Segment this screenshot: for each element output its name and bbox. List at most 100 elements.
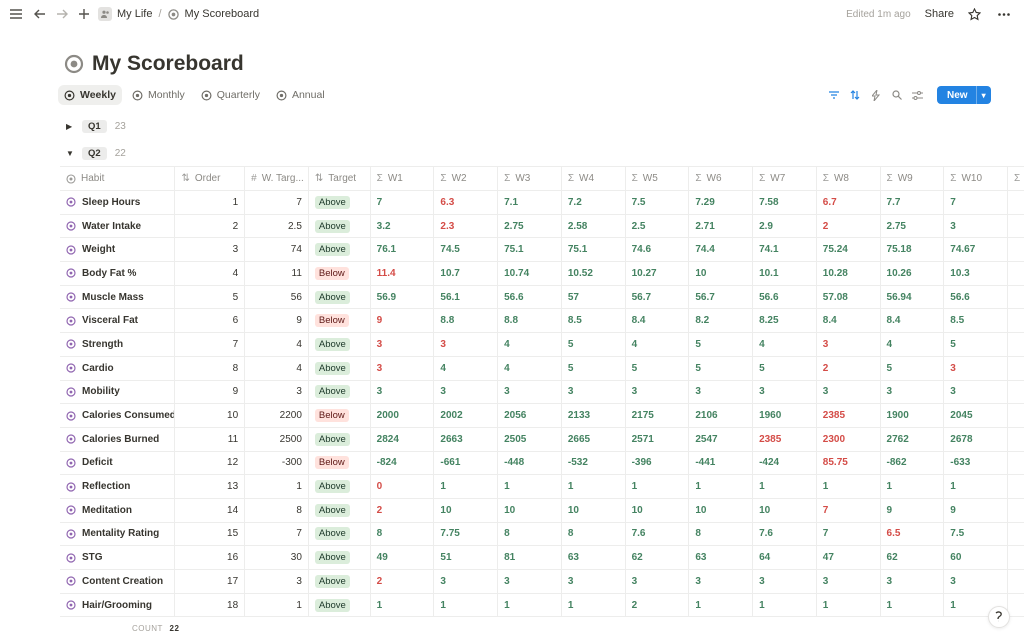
cell-week-value[interactable]: 1 [498, 593, 562, 617]
cell-w-target[interactable]: 1 [245, 593, 309, 617]
cell-week-value[interactable]: 10.7 [434, 262, 499, 285]
cell-week-value[interactable]: 9 [944, 498, 1008, 522]
tab-monthly[interactable]: Monthly [126, 85, 191, 105]
cell-week-value[interactable]: 9 [881, 498, 945, 522]
cell-week-value[interactable]: 2.9 [753, 214, 817, 238]
cell-week-value[interactable]: 3 [944, 380, 1008, 404]
cell-week-value[interactable]: 2824 [371, 427, 435, 451]
cell-w-target[interactable]: 2500 [245, 427, 309, 451]
cell-week-value[interactable]: 5 [881, 356, 945, 380]
cell-week-value[interactable]: 76.1 [371, 238, 435, 262]
cell-week-value[interactable]: 60 [944, 546, 1008, 569]
cell-week-value[interactable]: 3 [434, 380, 499, 404]
sort-icon[interactable] [847, 86, 862, 104]
filter-icon[interactable] [826, 86, 841, 104]
cell-week-value[interactable]: 56.6 [498, 285, 562, 309]
cell-week-value[interactable]: 2505 [498, 427, 562, 451]
cell-habit[interactable]: Calories Burned [60, 427, 176, 451]
cell-week-value[interactable]: 1 [817, 593, 881, 617]
cell-week-value[interactable]: 3 [881, 570, 945, 593]
cell-week-value[interactable]: 3 [817, 333, 881, 356]
cell-week-value[interactable]: 2571 [626, 427, 690, 451]
cell-w-target[interactable]: 3 [245, 380, 309, 404]
cell-week-value[interactable]: 2.71 [689, 214, 754, 238]
cell-week-value[interactable]: 1 [434, 593, 499, 617]
cell-week-value[interactable]: 4 [881, 333, 945, 356]
cell-week-value[interactable]: 3 [753, 380, 817, 404]
cell-target[interactable]: Above [309, 546, 371, 569]
cell-week-value[interactable]: 10 [689, 262, 754, 285]
cell-habit[interactable]: Cardio [60, 356, 176, 380]
cell-week-value[interactable]: 8 [562, 522, 626, 546]
cell-week-value[interactable]: 57 [562, 285, 626, 309]
cell-week-value[interactable]: 10.28 [817, 262, 881, 285]
cell-habit[interactable]: Visceral Fat [60, 309, 176, 333]
cell-week-value[interactable]: 1900 [881, 404, 945, 427]
cell-week-value[interactable]: 3 [434, 570, 499, 593]
cell-week-value[interactable]: 1 [689, 475, 754, 498]
cell-week-value[interactable]: 8.4 [817, 309, 881, 333]
cell-week-value[interactable]: 2385 [817, 404, 881, 427]
cell-habit[interactable]: Weight [60, 238, 176, 262]
cell-week-value[interactable]: 8.25 [753, 309, 817, 333]
more-icon[interactable] [994, 4, 1014, 24]
cell-order[interactable]: 11 [175, 427, 246, 451]
cell-order[interactable]: 17 [175, 570, 246, 593]
star-icon[interactable] [964, 4, 984, 24]
cell-week-value[interactable]: 75.1 [562, 238, 626, 262]
cell-week-value[interactable]: 4 [498, 356, 562, 380]
cell-order[interactable]: 7 [175, 333, 246, 356]
cell-week-value[interactable]: 5 [562, 333, 626, 356]
cell-week-value[interactable]: 2106 [689, 404, 754, 427]
cell-week-value[interactable]: 2056 [498, 404, 562, 427]
cell-week-value[interactable]: 47 [817, 546, 881, 569]
group-q2[interactable]: ▼ Q2 22 [66, 147, 126, 160]
cell-habit[interactable]: Body Fat % [60, 262, 176, 285]
cell-order[interactable]: 3 [175, 238, 246, 262]
cell-w-target[interactable]: 2200 [245, 404, 309, 427]
table-row[interactable]: Hair/Grooming 18 1 Above 1 1 1 1 2 1 1 1 1 1 [60, 593, 1024, 618]
cell-week-value[interactable]: 75.24 [817, 238, 881, 262]
cell-week-value[interactable]: 2 [817, 356, 881, 380]
add-icon[interactable] [74, 4, 94, 24]
cell-week-value[interactable]: 11.4 [371, 262, 435, 285]
cell-week-value[interactable]: 62 [626, 546, 690, 569]
cell-week-value[interactable]: -448 [498, 451, 562, 475]
cell-week-value[interactable]: 3 [944, 570, 1008, 593]
cell-w-target[interactable]: 4 [245, 333, 309, 356]
cell-week-value[interactable]: 2.75 [498, 214, 562, 238]
cell-target[interactable]: Above [309, 570, 371, 593]
cell-week-value[interactable]: 3 [498, 570, 562, 593]
cell-target[interactable]: Above [309, 238, 371, 262]
group-q1[interactable]: ▶ Q1 23 [66, 120, 126, 133]
cell-week-value[interactable]: 3 [371, 333, 435, 356]
cell-week-value[interactable]: 7 [944, 191, 1008, 214]
cell-week-value[interactable]: 3 [944, 214, 1008, 238]
back-arrow-icon[interactable] [30, 4, 50, 24]
new-button[interactable]: New ▾ [937, 86, 991, 104]
cell-week-value[interactable]: 8 [498, 522, 562, 546]
cell-w-target[interactable]: 1 [245, 475, 309, 498]
cell-habit[interactable]: Muscle Mass [60, 285, 176, 309]
share-button[interactable]: Share [924, 8, 954, 20]
cell-week-value[interactable]: 6.7 [817, 191, 881, 214]
column-header-w-target[interactable]: # W. Targ... [245, 167, 309, 190]
cell-week-value[interactable]: 56.9 [371, 285, 435, 309]
cell-week-value[interactable]: 10.26 [881, 262, 945, 285]
cell-target[interactable]: Above [309, 356, 371, 380]
cell-week-value[interactable]: 3 [626, 570, 690, 593]
cell-week-value[interactable]: -824 [371, 451, 435, 475]
cell-week-value[interactable]: 1 [689, 593, 754, 617]
cell-target[interactable]: Above [309, 214, 371, 238]
column-header-target[interactable]: ⇅ Target [309, 167, 371, 190]
table-row[interactable]: Calories Burned 11 2500 Above 2824 2663 2505 26… [60, 427, 1024, 452]
cell-order[interactable]: 13 [175, 475, 246, 498]
table-row[interactable]: Weight 3 74 Above 76.1 74.5 75.1 75.1 74.6 74.4 74… [60, 238, 1024, 263]
cell-week-value[interactable]: 56.7 [626, 285, 690, 309]
cell-habit[interactable]: Content Creation [60, 570, 176, 593]
cell-week-value[interactable]: -424 [753, 451, 817, 475]
cell-week-value[interactable]: 3 [626, 380, 690, 404]
cell-week-value[interactable]: 8.8 [434, 309, 499, 333]
cell-week-value[interactable]: 10 [753, 498, 817, 522]
cell-week-value[interactable]: 7.5 [944, 522, 1008, 546]
